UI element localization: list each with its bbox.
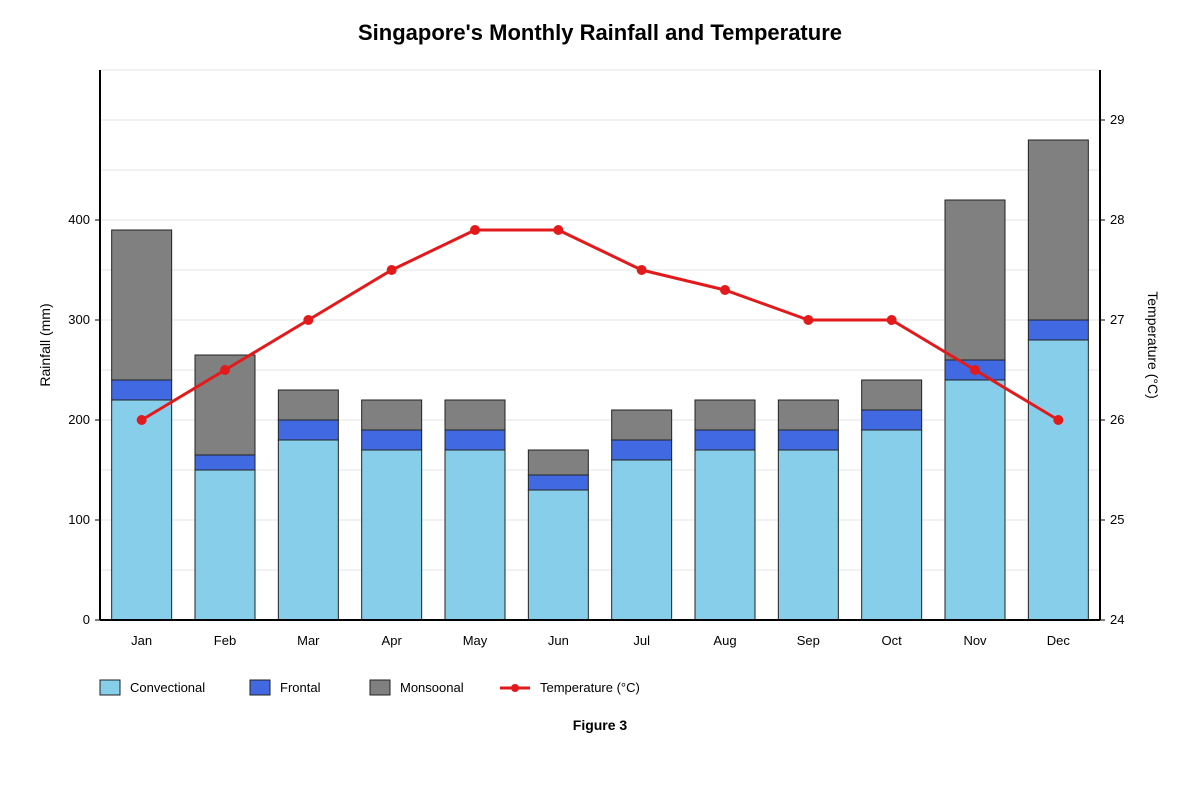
bar-convectional-jan xyxy=(111,399,173,621)
y-tick-label: 0 xyxy=(83,612,90,627)
y-axis-ticks: 0 100 200 300 400 xyxy=(68,212,100,627)
bar-monsoonal-aug xyxy=(694,399,756,431)
bar-frontal-dec xyxy=(1027,319,1089,341)
bar-convectional-dec xyxy=(1027,339,1089,621)
bar-convectional-sep xyxy=(777,449,839,621)
y-tick-label: 300 xyxy=(68,312,90,327)
x-tick-label: Sep xyxy=(797,633,820,648)
bar-frontal-may xyxy=(444,429,506,451)
legend-marker-temperature-c xyxy=(511,684,519,692)
temperature-point-jun xyxy=(553,225,564,235)
temperature-point-apr xyxy=(386,265,397,275)
temperature-point-feb xyxy=(220,365,230,375)
legend-swatch-convectional xyxy=(99,679,121,696)
x-tick-label: Jan xyxy=(131,633,152,648)
y-tick-label: 400 xyxy=(68,212,90,227)
y2-tick-label: 27 xyxy=(1110,312,1124,327)
temperature-point-oct xyxy=(886,315,897,325)
bar-convectional-jul xyxy=(611,459,673,621)
legend: Convectional Frontal Monsoonal Temperature … xyxy=(99,679,640,696)
y-tick-label: 100 xyxy=(68,512,90,527)
legend-label-frontal: Frontal xyxy=(280,680,321,695)
y2-tick-label: 26 xyxy=(1110,412,1124,427)
y2-axis-label: Temperature (°C) xyxy=(1145,291,1161,399)
bar-monsoonal-dec xyxy=(1027,139,1089,321)
x-tick-label: Nov xyxy=(963,633,987,648)
temperature-point-dec xyxy=(1053,415,1064,425)
bar-frontal-aug xyxy=(694,429,756,451)
bar-convectional-apr xyxy=(361,449,423,621)
temperature-point-aug xyxy=(720,285,730,295)
bar-frontal-apr xyxy=(361,429,423,451)
y-tick-label: 200 xyxy=(68,412,90,427)
bar-monsoonal-may xyxy=(444,399,506,431)
legend-label-monsoonal: Monsoonal xyxy=(400,680,464,695)
legend-label-temperature-c: Temperature (°C) xyxy=(540,680,640,695)
bar-convectional-oct xyxy=(861,429,923,621)
bar-monsoonal-oct xyxy=(861,379,923,411)
y2-tick-label: 28 xyxy=(1110,212,1124,227)
y2-tick-label: 25 xyxy=(1110,512,1124,527)
x-tick-label: Oct xyxy=(882,633,903,648)
x-axis-ticks: Jan Feb Mar Apr May Jun Jul Aug Sep Oct Nov Dec xyxy=(131,633,1070,648)
temperature-point-may xyxy=(470,225,480,235)
bars xyxy=(111,139,1089,621)
grid xyxy=(100,69,1100,571)
temperature-point-jan xyxy=(136,415,147,425)
bar-convectional-may xyxy=(444,449,506,621)
y2-tick-label: 24 xyxy=(1110,612,1124,627)
y2-tick-label: 29 xyxy=(1110,112,1124,127)
bar-frontal-jul xyxy=(611,439,673,461)
bar-convectional-feb xyxy=(194,469,256,621)
temperature-point-jul xyxy=(636,265,647,275)
bar-convectional-jun xyxy=(527,489,589,621)
legend-label-convectional: Convectional xyxy=(130,680,205,695)
bar-monsoonal-jun xyxy=(527,449,589,476)
bar-convectional-aug xyxy=(694,449,756,621)
bar-frontal-feb xyxy=(194,454,256,471)
bar-monsoonal-jul xyxy=(611,409,673,441)
bar-monsoonal-jan xyxy=(111,229,173,381)
temperature-point-mar xyxy=(303,315,314,325)
legend-swatch-frontal xyxy=(249,679,271,696)
bar-frontal-sep xyxy=(777,429,839,451)
bar-monsoonal-sep xyxy=(777,399,839,431)
axes xyxy=(99,70,1101,621)
bar-monsoonal-nov xyxy=(944,199,1006,361)
x-tick-label: Jun xyxy=(548,633,569,648)
temperature-line xyxy=(136,225,1064,425)
bar-monsoonal-mar xyxy=(277,389,339,421)
bar-convectional-nov xyxy=(944,379,1006,621)
x-tick-label: Aug xyxy=(713,633,736,648)
temperature-point-sep xyxy=(803,315,814,325)
bar-frontal-jan xyxy=(111,379,173,401)
legend-swatch-monsoonal xyxy=(369,679,391,696)
bar-frontal-mar xyxy=(277,419,339,441)
x-tick-label: Dec xyxy=(1047,633,1071,648)
x-tick-label: Jul xyxy=(633,633,650,648)
y2-axis-ticks: 24 25 26 27 28 29 xyxy=(1100,112,1124,627)
x-tick-label: May xyxy=(463,633,488,648)
chart-title: Singapore's Monthly Rainfall and Tempera… xyxy=(358,20,842,45)
figure-caption: Figure 3 xyxy=(573,717,628,733)
bar-frontal-jun xyxy=(527,474,589,491)
x-tick-label: Mar xyxy=(297,633,320,648)
temperature-line-path xyxy=(140,228,1060,422)
bar-frontal-oct xyxy=(861,409,923,431)
x-tick-label: Apr xyxy=(382,633,403,648)
y-axis-label: Rainfall (mm) xyxy=(37,303,53,386)
temperature-point-nov xyxy=(970,365,980,375)
bar-convectional-mar xyxy=(277,439,339,621)
x-tick-label: Feb xyxy=(214,633,236,648)
bar-monsoonal-apr xyxy=(361,399,423,431)
